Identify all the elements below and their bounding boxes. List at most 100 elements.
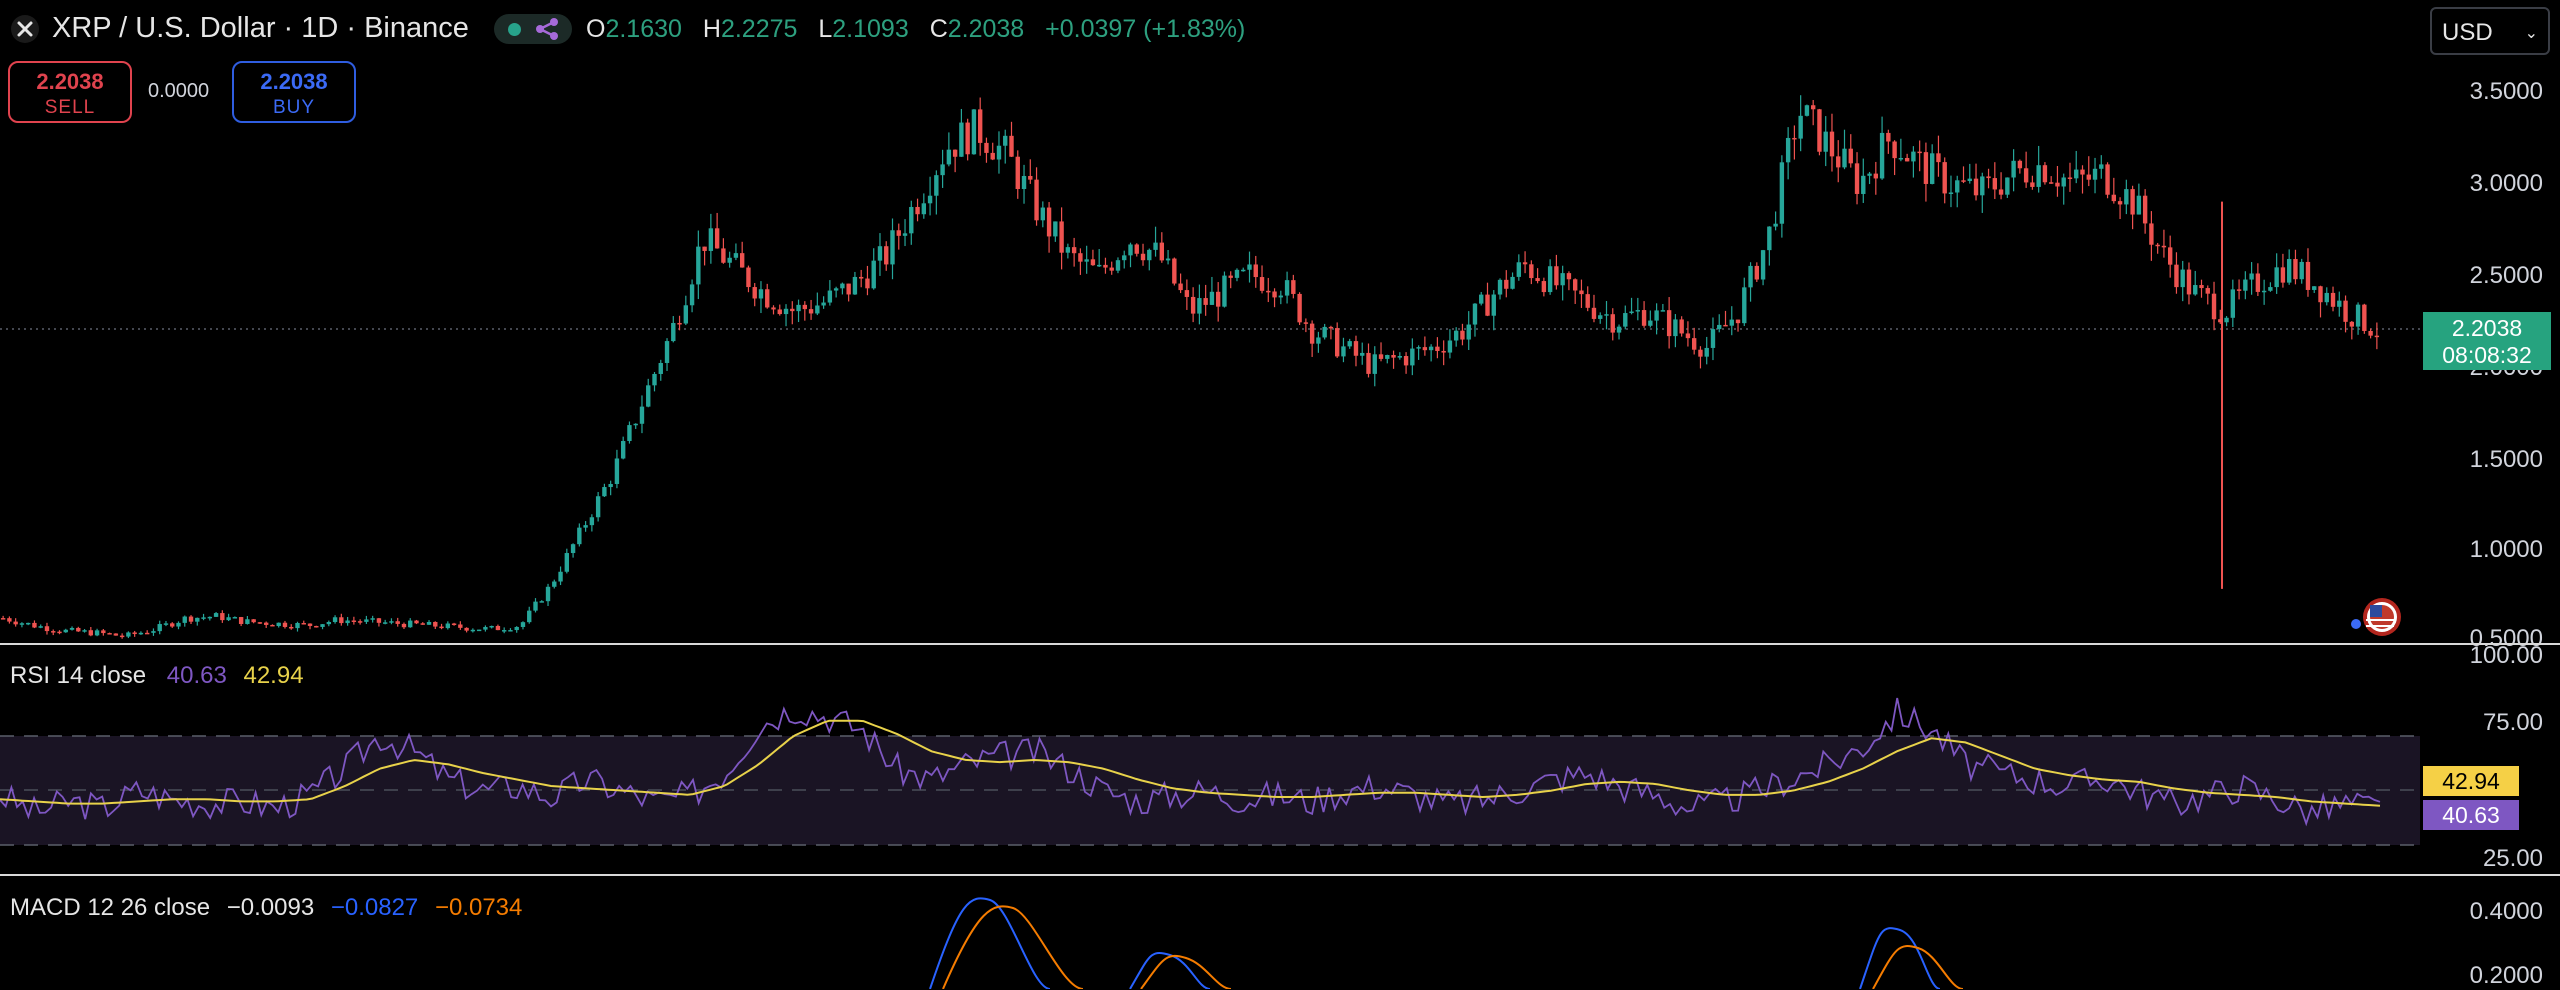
buy-button[interactable]: 2.2038 BUY	[232, 61, 356, 123]
rsi-legend[interactable]: RSI 14 close 40.63 42.94	[10, 662, 304, 690]
rsi-axis-label: 25.00	[2482, 845, 2543, 872]
candle-body	[1341, 346, 1346, 357]
candle-body	[865, 278, 870, 289]
candle-body	[702, 246, 707, 251]
candle-body	[2030, 182, 2035, 187]
candle-body	[213, 613, 219, 617]
candle-body	[1472, 303, 1478, 325]
candle-body	[1084, 259, 1089, 262]
candle-body	[1040, 207, 1046, 221]
candle-body	[2117, 201, 2123, 205]
sell-price: 2.2038	[36, 69, 104, 94]
candle-body	[602, 487, 607, 497]
sell-button[interactable]: 2.2038 SELL	[8, 61, 132, 123]
rsi-title: RSI 14 close	[10, 662, 147, 689]
candle-body	[1278, 295, 1284, 298]
bar-countdown: 08:08:32	[2442, 342, 2532, 368]
candle-body	[1403, 356, 1409, 366]
candle-body	[2174, 264, 2179, 288]
symbol-title[interactable]: XRP / U.S. Dollar · 1D · Binance	[52, 12, 469, 44]
candle-body	[151, 631, 156, 633]
candle-body	[2036, 165, 2041, 187]
candle-body	[1967, 178, 1972, 182]
candle-body	[990, 152, 995, 160]
candle-body	[746, 267, 751, 288]
candle-body	[1635, 310, 1641, 312]
currency-select[interactable]: USD ⌄	[2430, 7, 2550, 55]
candle-body	[1334, 328, 1340, 357]
candle-body	[2274, 267, 2279, 288]
candle-body	[971, 109, 977, 155]
candle-body	[2368, 330, 2373, 336]
us-flag-icon[interactable]	[2351, 598, 2401, 636]
candle-body	[1629, 311, 1634, 314]
price-axis-label: 0.5000	[2469, 625, 2543, 652]
candle-body	[382, 622, 388, 624]
pane-divider[interactable]	[0, 874, 2560, 876]
close-icon[interactable]	[10, 14, 40, 44]
candle-body	[959, 122, 964, 157]
candle-body	[1767, 226, 1772, 251]
candle-body	[1566, 273, 1572, 280]
candle-body	[1003, 135, 1008, 146]
candle-body	[357, 621, 363, 623]
candle-body	[689, 284, 695, 306]
candle-body	[1115, 260, 1121, 271]
candle-body	[326, 622, 332, 625]
candle-body	[195, 617, 200, 622]
candle-body	[1215, 291, 1221, 307]
candle-body	[1660, 310, 1666, 312]
macd-legend[interactable]: MACD 12 26 close −0.0093 −0.0827 −0.0734	[10, 894, 522, 922]
candle-body	[414, 620, 419, 624]
candle-body	[2218, 319, 2223, 323]
candle-body	[2243, 279, 2248, 291]
open-value: 2.1630	[605, 15, 682, 43]
candle-body	[1485, 294, 1490, 316]
candle-body	[2362, 304, 2367, 331]
candle-body	[1673, 319, 1678, 337]
candle-body	[1228, 275, 1233, 278]
share-icon[interactable]	[534, 17, 560, 41]
candle-body	[207, 616, 213, 619]
candle-body	[1372, 354, 1377, 374]
price-axis-label: 3.0000	[2469, 170, 2543, 197]
candle-body	[852, 276, 858, 295]
candle-body	[890, 230, 895, 265]
candle-body	[2205, 288, 2210, 294]
close-key: C	[929, 15, 948, 43]
candle-body	[1948, 192, 1954, 194]
candle-body	[1616, 326, 1622, 333]
rsi-line	[0, 697, 2381, 827]
low-key: L	[818, 15, 833, 43]
candle-body	[1428, 346, 1434, 351]
candle-body	[1071, 247, 1077, 254]
candle-body	[101, 630, 106, 634]
candle-body	[270, 624, 275, 627]
candle-body	[1422, 347, 1428, 351]
candle-body	[1710, 329, 1716, 348]
candle-body	[1648, 320, 1653, 326]
candle-body	[1316, 337, 1321, 344]
market-status-pill[interactable]	[494, 14, 572, 44]
candle-body	[251, 619, 256, 623]
candle-body	[2167, 247, 2173, 265]
macd-signal-line	[942, 905, 1084, 989]
pane-divider[interactable]	[0, 643, 2560, 645]
candle-body	[1447, 340, 1453, 353]
candle-body	[1140, 253, 1146, 261]
candle-body	[238, 617, 244, 624]
candle-body	[32, 622, 37, 628]
candle-body	[708, 228, 714, 251]
candle-body	[520, 622, 526, 627]
candle-body	[295, 623, 300, 629]
macd-signal-line	[1872, 945, 1964, 989]
rsi-ma-line	[0, 719, 2381, 807]
rsi-ma-value: 42.94	[243, 662, 304, 689]
candle-body	[307, 623, 313, 626]
candle-body	[2261, 290, 2267, 293]
change-value: +0.0397 (+1.83%)	[1045, 15, 1246, 43]
candle-body	[1516, 262, 1522, 277]
candle-body	[2048, 182, 2054, 184]
candle-body	[633, 423, 638, 426]
